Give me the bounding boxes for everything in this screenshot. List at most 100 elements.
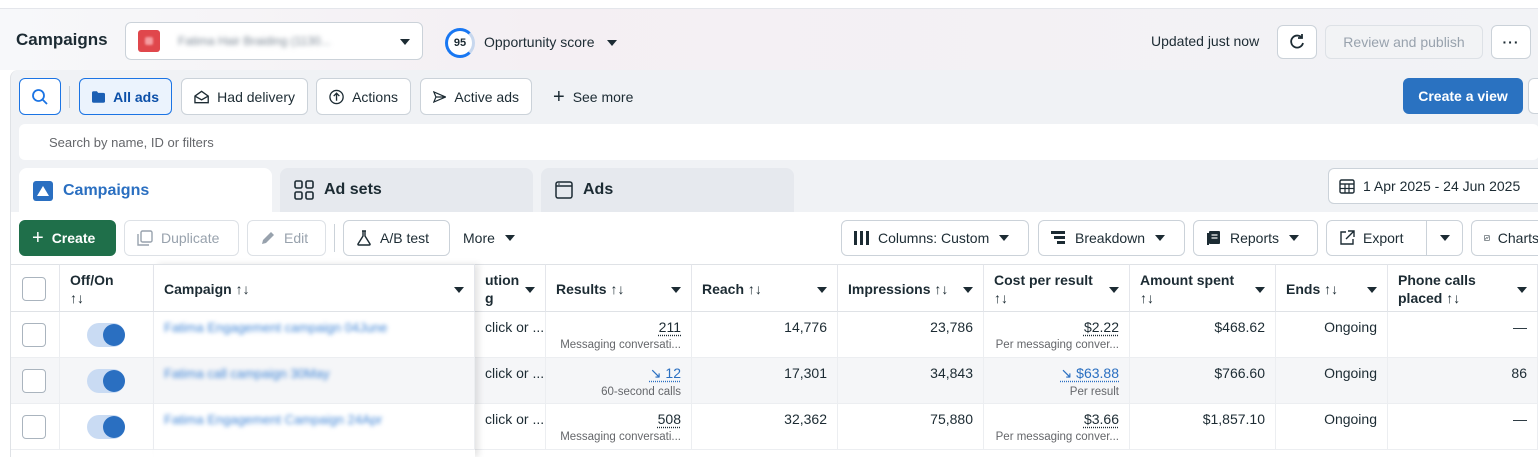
refresh-button[interactable]: [1277, 25, 1317, 59]
header-cost-per-result[interactable]: Cost per result ↑↓: [984, 264, 1130, 312]
row-checkbox[interactable]: [22, 323, 46, 347]
export-options-button[interactable]: [1426, 220, 1463, 256]
header-campaign[interactable]: Campaign ↑↓: [154, 264, 475, 312]
impressions-cell: 75,880: [838, 404, 984, 450]
results-value[interactable]: 211: [659, 319, 681, 335]
flask-icon: [356, 230, 372, 246]
ab-test-button[interactable]: A/B test: [343, 220, 450, 256]
cost-per-result-value[interactable]: $2.22: [1084, 319, 1119, 335]
select-all-checkbox[interactable]: [22, 277, 46, 301]
table-row[interactable]: Fatima Engagement Campaign 24Apr click o…: [11, 404, 1538, 450]
results-value[interactable]: 508: [658, 411, 681, 427]
amount-spent-cell: $766.60: [1130, 358, 1276, 404]
header-impressions[interactable]: Impressions ↑↓: [838, 264, 984, 312]
filter-actions[interactable]: Actions: [316, 78, 411, 115]
table-row[interactable]: Fatima Engagement campaign 04June click …: [11, 312, 1538, 358]
filter-active-ads[interactable]: Active ads: [420, 78, 532, 115]
results-cell: 211 Messaging conversati...: [546, 312, 692, 358]
amount-spent-cell: $468.62: [1130, 312, 1276, 358]
chevron-down-icon: [1289, 235, 1299, 241]
campaign-icon: [33, 181, 53, 201]
tab-ads[interactable]: Ads: [541, 168, 794, 212]
campaign-toggle[interactable]: [87, 323, 125, 347]
phone-calls-cell: —: [1388, 404, 1538, 450]
view-options-button[interactable]: [1528, 78, 1538, 114]
chevron-down-icon[interactable]: [671, 287, 681, 293]
chevron-down-icon[interactable]: [1255, 287, 1265, 293]
filter-label: Active ads: [454, 89, 519, 105]
campaign-name-cell[interactable]: Fatima call campaign 30May: [154, 358, 475, 404]
chevron-down-icon[interactable]: [525, 287, 535, 293]
duplicate-icon: [137, 230, 153, 246]
export-button[interactable]: Export: [1326, 220, 1427, 256]
more-options-button[interactable]: ···: [1491, 25, 1531, 59]
chevron-down-icon[interactable]: [1367, 287, 1377, 293]
row-select-cell: [11, 358, 60, 404]
header-sort: placed ↑↓: [1398, 289, 1527, 307]
header-results[interactable]: Results ↑↓: [546, 264, 692, 312]
opportunity-score-badge[interactable]: 95: [445, 28, 475, 58]
campaigns-panel: + Create Duplicate Edit A/B test More Co…: [11, 212, 1538, 457]
cost-per-result-cell: $3.66 Per messaging conver...: [984, 404, 1130, 450]
cost-per-result-value[interactable]: $3.66: [1084, 411, 1119, 427]
date-range-picker[interactable]: 1 Apr 2025 - 24 Jun 2025: [1328, 168, 1538, 204]
review-and-publish-button[interactable]: Review and publish: [1325, 25, 1483, 59]
campaign-name-link[interactable]: Fatima Engagement Campaign 24Apr: [164, 412, 382, 427]
campaign-name-link[interactable]: Fatima call campaign 30May: [164, 366, 329, 381]
header-amount-spent[interactable]: Amount spent ↑↓: [1130, 264, 1276, 312]
create-button[interactable]: + Create: [19, 220, 116, 256]
duplicate-button[interactable]: Duplicate: [124, 220, 239, 256]
header-label: Ends ↑↓: [1286, 281, 1338, 297]
opportunity-score-label[interactable]: Opportunity score: [484, 34, 595, 50]
reports-label: Reports: [1230, 230, 1279, 246]
table-row[interactable]: Fatima call campaign 30May click or ... …: [11, 358, 1538, 404]
charts-button[interactable]: Charts: [1471, 220, 1538, 256]
header-ends[interactable]: Ends ↑↓: [1276, 264, 1388, 312]
reports-dropdown[interactable]: Reports: [1193, 220, 1318, 256]
results-type: 60-second calls: [556, 386, 681, 398]
campaign-name-link[interactable]: Fatima Engagement campaign 04June: [164, 320, 387, 335]
see-more-button[interactable]: + See more: [553, 78, 633, 115]
chevron-down-icon[interactable]: [817, 287, 827, 293]
campaign-toggle[interactable]: [87, 369, 125, 393]
tab-campaigns[interactable]: Campaigns: [19, 168, 272, 214]
phone-calls-cell: —: [1388, 312, 1538, 358]
ad-window-icon: [555, 181, 573, 199]
export-label: Export: [1363, 230, 1403, 246]
row-checkbox[interactable]: [22, 415, 46, 439]
campaign-name-cell[interactable]: Fatima Engagement campaign 04June: [154, 312, 475, 358]
chevron-down-icon[interactable]: [1517, 287, 1527, 293]
tab-ad-sets[interactable]: Ad sets: [280, 168, 533, 212]
toggle-cell: [60, 404, 154, 450]
columns-dropdown[interactable]: Columns: Custom: [841, 220, 1029, 256]
folder-icon: [92, 90, 105, 104]
campaign-toggle[interactable]: [87, 415, 125, 439]
account-selector[interactable]: Fatima Hair Braiding (1130...: [125, 22, 423, 60]
header-reach[interactable]: Reach ↑↓: [692, 264, 838, 312]
row-checkbox[interactable]: [22, 369, 46, 393]
more-dropdown[interactable]: More: [463, 220, 515, 256]
search-input[interactable]: Search by name, ID or filters: [19, 124, 1538, 160]
chevron-down-icon[interactable]: [963, 287, 973, 293]
toggle-cell: [60, 358, 154, 404]
create-view-button[interactable]: Create a view: [1403, 78, 1523, 114]
chevron-down-icon[interactable]: [1109, 287, 1119, 293]
breakdown-dropdown[interactable]: Breakdown: [1038, 220, 1185, 256]
header-off-on[interactable]: Off/On ↑↓: [60, 264, 154, 312]
export-icon: [1339, 230, 1355, 246]
results-value[interactable]: ↘ 12: [650, 365, 681, 381]
edit-button[interactable]: Edit: [247, 220, 326, 256]
refresh-icon: [1288, 33, 1306, 51]
header-attribution[interactable]: ution g: [475, 264, 546, 312]
search-button[interactable]: [19, 78, 61, 115]
cost-per-result-value[interactable]: ↘ $63.88: [1061, 365, 1119, 381]
filter-all-ads[interactable]: All ads: [79, 78, 172, 115]
chevron-down-icon[interactable]: [454, 287, 464, 293]
filter-had-delivery[interactable]: Had delivery: [181, 78, 308, 115]
row-select-cell: [11, 312, 60, 358]
header-phone-calls[interactable]: Phone calls placed ↑↓: [1388, 264, 1538, 312]
campaign-name-cell[interactable]: Fatima Engagement Campaign 24Apr: [154, 404, 475, 450]
results-type: Messaging conversati...: [556, 339, 681, 351]
chevron-down-icon[interactable]: [607, 40, 617, 46]
reports-icon: [1206, 230, 1222, 246]
